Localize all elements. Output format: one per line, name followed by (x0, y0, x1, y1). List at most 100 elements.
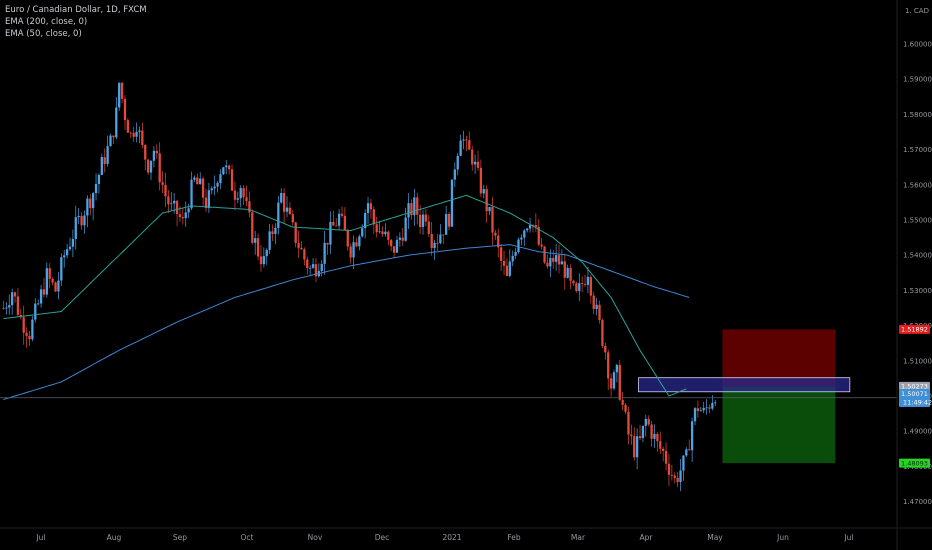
candle-body (204, 197, 208, 209)
candle-body (259, 256, 263, 265)
entry-price-tag-bg (899, 381, 930, 391)
candle-body (146, 159, 150, 173)
candle-body (404, 217, 407, 241)
price-tick-label: 1.58000 (903, 111, 932, 119)
time-tick-label: Oct (241, 533, 254, 542)
candle-body (572, 280, 575, 284)
stop-loss-zone (722, 329, 836, 387)
candle-body (517, 239, 520, 253)
candle-body (392, 246, 396, 253)
candle-body (230, 169, 234, 191)
symbol-title[interactable]: Euro / Canadian Dollar, 1D, FXCM (5, 5, 147, 15)
candle-body (233, 190, 237, 200)
candle-body (155, 150, 158, 154)
candle-body (109, 135, 112, 147)
candle-body (190, 179, 193, 209)
candle-body (282, 193, 286, 212)
ema200-legend[interactable]: EMA (200, close, 0) (5, 17, 88, 27)
time-tick-label: Mar (571, 533, 586, 542)
candle-body (690, 421, 694, 451)
candle-body (592, 295, 595, 309)
candle-body (688, 449, 691, 451)
candle-body (445, 213, 448, 235)
candle-body (375, 224, 378, 233)
candle-body (201, 178, 205, 198)
ema-lines (3, 194, 690, 400)
candle-body (213, 186, 216, 189)
candle-body (68, 246, 72, 250)
candle-body (491, 206, 494, 233)
candle-body (149, 160, 153, 173)
candle-body (534, 225, 538, 227)
candle-body (60, 257, 63, 281)
candle-body (546, 262, 549, 267)
candle-body (488, 206, 491, 212)
candle-body (462, 139, 465, 141)
candle-body (578, 283, 581, 292)
candle-body (442, 234, 445, 236)
candle-body (601, 320, 604, 346)
candle-body (511, 255, 514, 262)
candle-body (566, 267, 569, 278)
candle-body (531, 225, 535, 226)
candle-body (129, 132, 132, 134)
candle-body (329, 221, 332, 245)
candle-body (126, 120, 130, 133)
candle-body (349, 246, 352, 258)
candle-body (647, 418, 650, 425)
candle-body (42, 289, 46, 295)
candle-body (132, 132, 135, 137)
candle-body (418, 214, 422, 227)
candle-body (479, 167, 483, 194)
candle-body (372, 209, 375, 225)
candle-body (711, 402, 714, 409)
candle-body (656, 433, 659, 442)
candle-body (589, 277, 592, 296)
candle-body (702, 407, 705, 411)
candle-body (309, 267, 312, 269)
time-tick-label: Jun (776, 533, 789, 542)
time-tick-label: Apr (640, 533, 654, 542)
last-price-tag: 1.50071 (901, 390, 928, 398)
candle-body (77, 215, 80, 218)
candle-body (523, 230, 526, 238)
candle-body (10, 292, 14, 306)
candle-body (170, 203, 173, 205)
time-tick-label: Nov (308, 533, 323, 542)
candle-body (277, 202, 280, 228)
candle-body (115, 107, 118, 138)
ema50-legend[interactable]: EMA (50, close, 0) (5, 29, 82, 39)
candle-body (225, 165, 228, 168)
candle-body (387, 231, 390, 240)
trade-zones (638, 329, 851, 464)
candle-body (135, 131, 138, 137)
candle-body (618, 364, 621, 400)
candle-body (300, 247, 303, 250)
candle-body (303, 249, 306, 260)
candle-body (381, 231, 384, 235)
candle-body (638, 436, 642, 439)
candle-body (262, 256, 266, 265)
candle-body (239, 188, 242, 199)
candle-body (25, 332, 28, 336)
candle-body (699, 410, 702, 412)
candle-body (581, 283, 584, 284)
candle-body (390, 239, 393, 247)
candle-body (74, 217, 77, 239)
candle-body (13, 292, 17, 297)
candle-body (245, 197, 248, 202)
last-price-tag-bg (899, 389, 930, 408)
candle-body (100, 157, 103, 175)
candle-body (288, 207, 292, 215)
candle-body (456, 155, 459, 170)
candle-body (242, 188, 245, 198)
candle-body (502, 260, 506, 266)
chart-legend: Euro / Canadian Dollar, 1D, FXCM EMA (20… (5, 4, 147, 40)
candle-body (586, 277, 590, 285)
candle-body (54, 282, 57, 292)
candle-body (508, 261, 511, 276)
candle-body (265, 249, 268, 257)
target-price-tag: 1.48093 (901, 459, 928, 467)
candle-body (152, 150, 156, 161)
